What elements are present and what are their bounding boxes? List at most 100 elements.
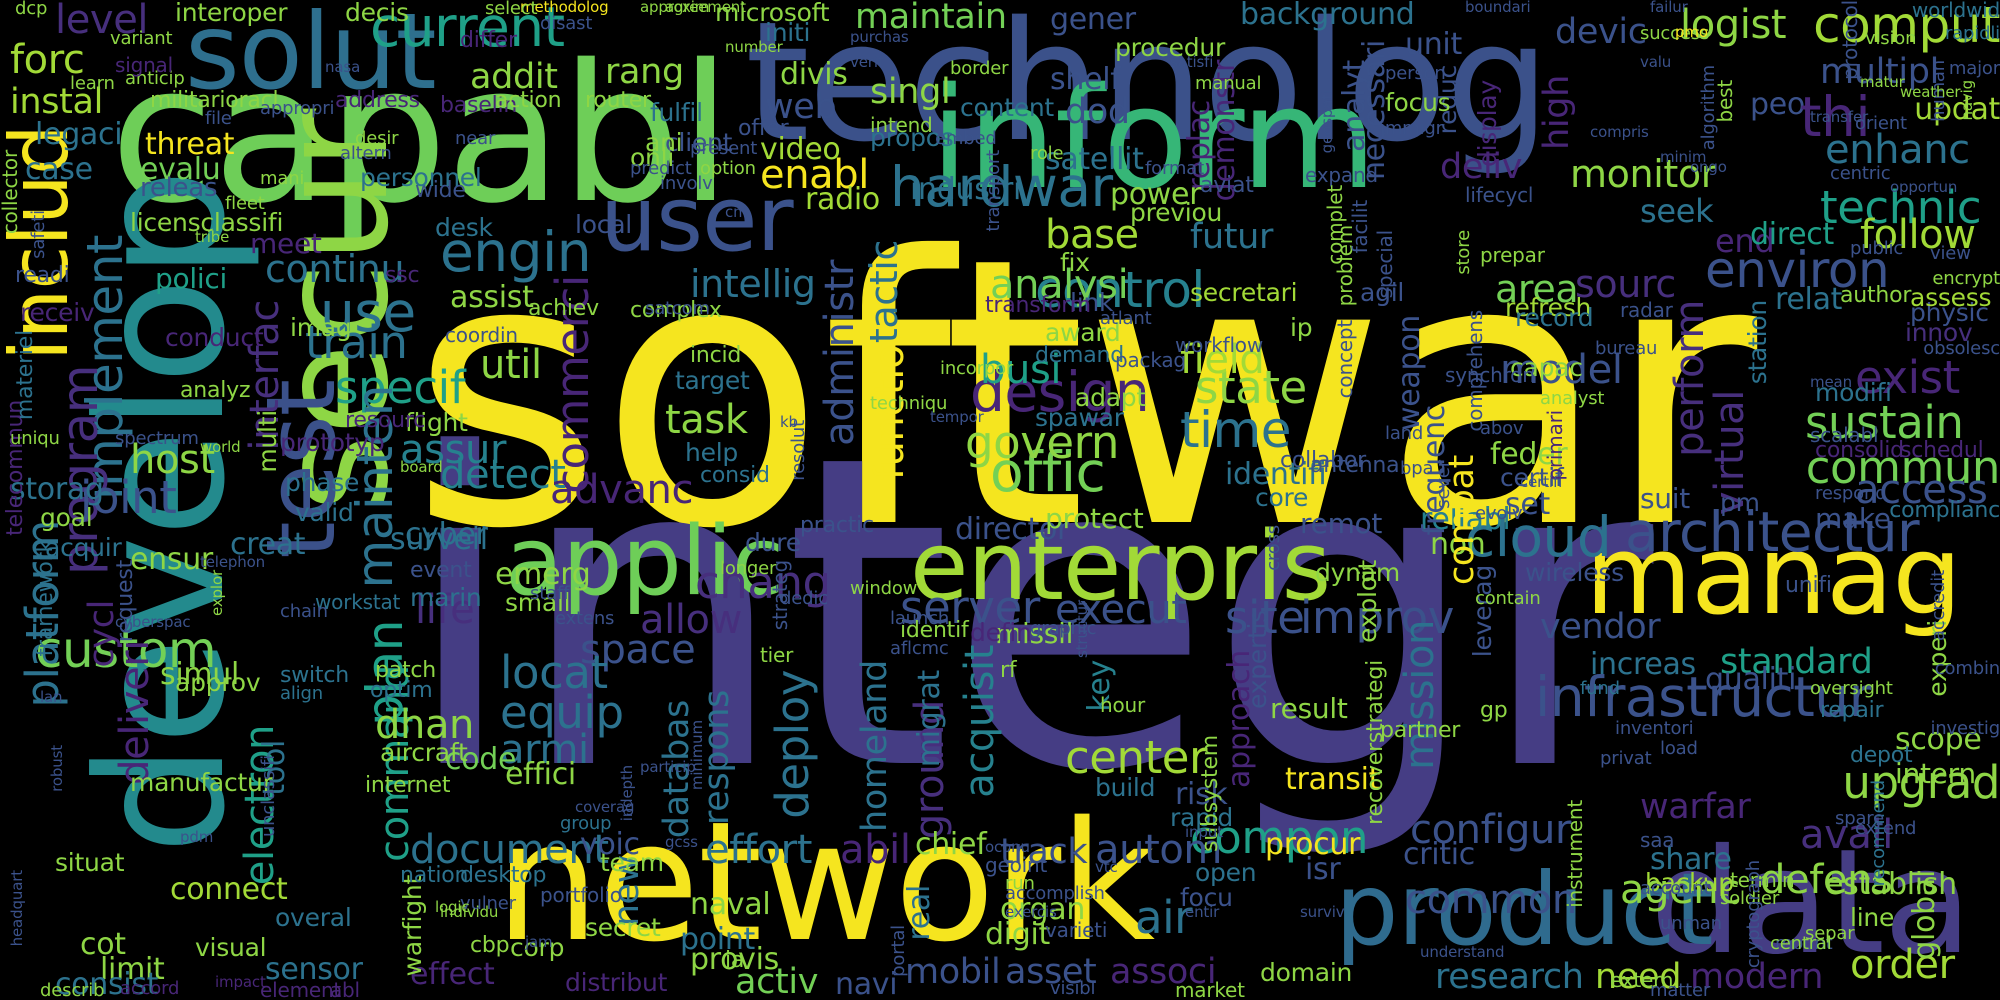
word-contain: contain <box>1475 588 1541 609</box>
word-multi: multi <box>253 410 282 473</box>
word-cloud: cloud <box>1465 505 1612 569</box>
word-leverag: leverag <box>1468 565 1497 658</box>
word-server: server <box>900 581 1040 634</box>
word-structur: structur <box>1073 600 1091 658</box>
word-run: run <box>1005 873 1035 894</box>
word-partner: partner <box>1380 718 1461 743</box>
word-graphic: graphic <box>1030 618 1097 639</box>
word-ssc: ssc <box>385 263 420 288</box>
word-voic: voic <box>580 827 640 862</box>
word-common: common <box>1405 877 1577 923</box>
word-incorpor: incorpor <box>940 358 1014 379</box>
word-avail: avail <box>1800 812 1893 858</box>
word-extens: extens <box>555 608 615 629</box>
word-adapt: adapt <box>1075 383 1146 412</box>
word-monitor: monitor <box>1570 152 1717 196</box>
word-air: air <box>1135 891 1193 944</box>
word-critic: critic <box>1403 837 1475 872</box>
word-gcss: gcss <box>665 833 698 851</box>
word-engin: engin <box>440 220 592 284</box>
word-emerg: emerg <box>495 557 591 592</box>
word-tactic: tactic <box>862 240 906 344</box>
word-devic: devic <box>1555 12 1647 52</box>
word-board: board <box>400 458 443 476</box>
word-research: research <box>1435 957 1584 997</box>
word-assist: assist <box>450 280 534 315</box>
word-execut: execut <box>1055 587 1187 633</box>
word-differ: differ <box>460 28 517 53</box>
word-divis: divis <box>780 57 848 92</box>
word-initi: initi <box>765 18 811 47</box>
word-capac: capac <box>1510 353 1583 382</box>
word-lan: lan <box>40 688 63 706</box>
word-environ: environ <box>1705 241 1890 299</box>
word-mani: mani <box>260 168 305 189</box>
word-telecommun: telecommun <box>3 400 28 536</box>
word-infrastructur: infrastructur <box>1535 665 1871 729</box>
word-joint: joint <box>80 471 177 524</box>
word-unit: unit <box>1405 27 1462 62</box>
word-fix: fix <box>1060 248 1090 277</box>
word-deliveri: deliveri <box>112 640 158 785</box>
word-propos: propos <box>870 123 954 152</box>
word-procedur: procedur <box>1115 33 1226 62</box>
word-chang: chang <box>695 556 831 609</box>
word-evolv: evolv <box>1475 503 1523 524</box>
word-rapidli: rapidli <box>1944 23 2000 44</box>
word-thi: thi <box>1800 85 1871 149</box>
word-manag: manag <box>1585 511 1962 639</box>
word-rapid: rapid <box>1170 803 1234 832</box>
word-align: align <box>280 683 323 704</box>
word-depot: depot <box>1850 743 1913 768</box>
word-soldier: soldier <box>1720 888 1780 909</box>
word-tier: tier <box>760 643 794 667</box>
word-previou: previou <box>1130 198 1223 227</box>
word-aviat: aviat <box>1200 173 1254 198</box>
word-accredit: accredit <box>1928 570 1949 641</box>
word-extend: extend <box>1855 818 1917 839</box>
word-creat: creat <box>230 527 306 562</box>
word-complex: complex <box>630 298 722 323</box>
word-dedic: dedic <box>780 588 828 609</box>
word-scalabl: scalabl <box>1810 423 1879 447</box>
word-center: center <box>1065 731 1208 784</box>
word-obsolesc: obsolesc <box>1923 338 2000 359</box>
word-increas: increas <box>1590 647 1696 682</box>
word-exist: exist <box>1855 351 1960 404</box>
word-antenna: antenna <box>1310 453 1400 478</box>
word-schedul: schedul <box>1900 438 1984 463</box>
word-video: video <box>760 132 841 167</box>
word-spawar: spawar <box>1035 403 1124 432</box>
word-armi: armi <box>500 727 589 773</box>
word-fund: fund <box>1580 678 1620 699</box>
word-complet: complet <box>1323 185 1347 265</box>
word-boundari: boundari <box>1465 0 1531 16</box>
word-visibl: visibl <box>1050 978 1096 999</box>
word-embed: embed <box>935 128 997 149</box>
word-author: author <box>1840 283 1912 308</box>
word-site: site <box>1225 591 1305 644</box>
word-transform: transform <box>985 293 1091 318</box>
word-prototyp: prototyp <box>280 428 385 457</box>
word-technolog: technolog <box>745 0 1550 178</box>
word-offer: offer <box>738 116 789 141</box>
word-geospati: geospati <box>1318 90 1336 154</box>
word-near: near <box>455 128 496 149</box>
word-encrypt: encrypt <box>1932 268 2000 289</box>
word-uniqu: uniqu <box>10 428 60 449</box>
word-action: action <box>495 88 562 113</box>
word-train: train <box>305 316 408 369</box>
word-warfar: warfar <box>1640 787 1751 827</box>
word-custom: custom <box>35 621 217 679</box>
word-approv: approv <box>175 668 261 697</box>
word-combin: combin <box>1934 658 2000 679</box>
word-describ: describ <box>40 980 105 1000</box>
word-real: real <box>902 885 937 941</box>
word-oversight: oversight <box>1810 678 1893 699</box>
word-view: view <box>1930 243 1971 264</box>
word-optim: optim <box>370 678 433 703</box>
word-client: client <box>665 128 733 157</box>
word-remot: remot <box>1300 507 1383 540</box>
word-analyst: analyst <box>1540 388 1605 409</box>
word-storag: storag <box>10 472 104 507</box>
